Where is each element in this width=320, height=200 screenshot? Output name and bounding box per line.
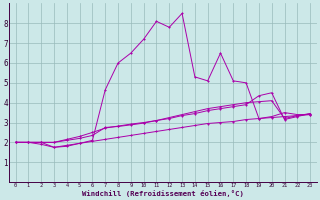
X-axis label: Windchill (Refroidissement éolien,°C): Windchill (Refroidissement éolien,°C) [82, 190, 244, 197]
